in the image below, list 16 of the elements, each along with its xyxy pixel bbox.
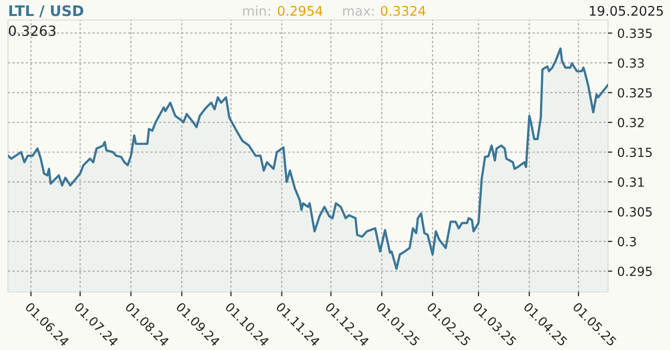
y-tick-label: 0.31 <box>618 177 644 187</box>
text: max: <box>343 8 374 16</box>
y-tick-label: 0.33 <box>618 58 644 68</box>
annotation: 0.3263 <box>8 26 56 36</box>
y-tick-label: 0.335 <box>618 28 652 38</box>
text: 0.2954 <box>278 6 322 16</box>
chart-title: LTL / USD <box>9 5 84 18</box>
y-tick-label: 0.325 <box>618 88 652 98</box>
y-tick-label: 0.315 <box>618 148 652 158</box>
y-tick-label: 0.3 <box>618 236 636 246</box>
y-tick-label: 0.32 <box>618 118 644 128</box>
text: min: <box>243 6 270 16</box>
text: 0.3324 <box>380 6 426 16</box>
y-tick-label: 0.305 <box>618 207 652 217</box>
text: 19.05.2025 <box>590 6 663 16</box>
y-tick-label: 0.295 <box>618 266 652 276</box>
